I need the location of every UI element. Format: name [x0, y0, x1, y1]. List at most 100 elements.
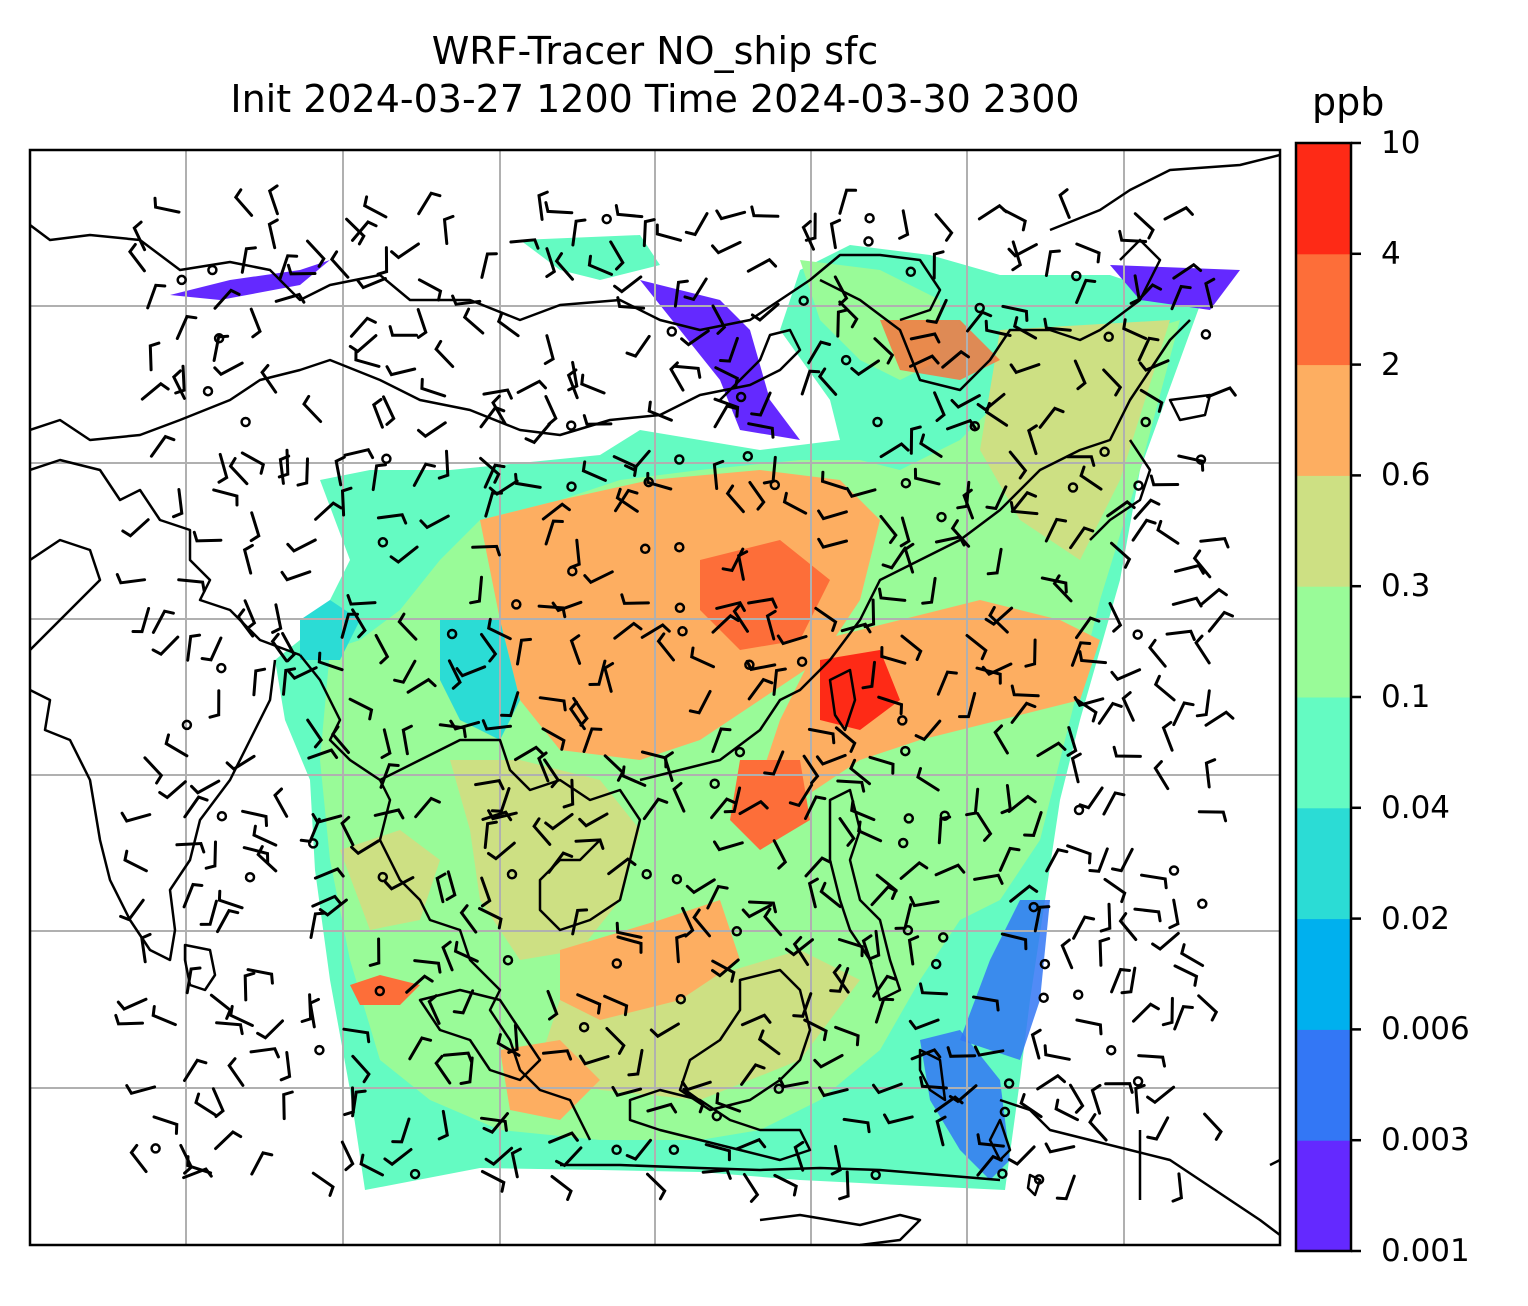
- wind-barb: [714, 366, 739, 389]
- wind-barb: [1137, 1054, 1166, 1068]
- wind-barb: [114, 1013, 144, 1026]
- wind-barb: [802, 754, 820, 785]
- wind-barb: [356, 277, 387, 290]
- wind-barb: [1072, 915, 1096, 940]
- wind-barb: [883, 1113, 914, 1125]
- wind-barb: [646, 471, 673, 491]
- wind-barb: [412, 462, 436, 487]
- wind-barb: [116, 997, 148, 1011]
- wind-barb: [449, 719, 481, 731]
- wind-barb: [909, 354, 940, 368]
- wind-barb: [516, 637, 532, 666]
- wind-barb: [925, 298, 948, 324]
- colorbar-tick-label: 0.6: [1381, 457, 1431, 494]
- wind-barb: [256, 845, 278, 873]
- wind-barb: [538, 696, 567, 712]
- wind-barb: [554, 252, 574, 281]
- wind-barb: [1161, 996, 1174, 1027]
- wind-barb: [413, 959, 442, 974]
- wind-barb: [183, 1058, 208, 1082]
- wind-barb: [1207, 610, 1234, 633]
- wind-barb: [351, 220, 378, 242]
- wind-barb: [1009, 501, 1039, 516]
- wind-barb: [1088, 847, 1109, 873]
- calm-wind-circle: [674, 541, 685, 553]
- wind-barb: [908, 1018, 940, 1031]
- wind-barb: [1058, 188, 1071, 219]
- wind-barb: [204, 840, 217, 870]
- wind-barb: [153, 196, 181, 214]
- calm-wind-circle: [671, 873, 683, 885]
- wind-barb: [532, 817, 552, 846]
- wind-barb: [782, 491, 808, 515]
- wind-barb: [704, 1143, 731, 1162]
- wind-barb: [829, 218, 842, 250]
- wind-barb: [1139, 388, 1164, 413]
- wind-barb: [379, 763, 400, 789]
- wind-barb: [286, 538, 317, 553]
- wind-barb: [1038, 406, 1065, 429]
- wind-barb: [1075, 278, 1097, 304]
- wind-barb: [1078, 786, 1104, 810]
- wind-barb: [934, 863, 966, 877]
- wind-barb: [317, 651, 344, 672]
- wind-barb: [1103, 877, 1127, 904]
- wind-barb: [250, 1151, 274, 1176]
- wind-barb: [685, 878, 716, 895]
- calm-wind-circle: [674, 454, 685, 465]
- wind-barb: [872, 1082, 903, 1095]
- wind-barb: [690, 646, 715, 669]
- wind-barb: [1043, 317, 1072, 332]
- wind-barb: [701, 1168, 732, 1180]
- calm-wind-circle: [1039, 958, 1051, 970]
- wind-barbs: [114, 184, 1237, 1203]
- wind-barb: [551, 600, 583, 613]
- wind-barb: [713, 404, 738, 429]
- wind-barb: [1027, 424, 1038, 456]
- wind-barb: [1204, 277, 1216, 309]
- wind-barb: [962, 488, 974, 520]
- wind-barb: [382, 395, 396, 426]
- wind-barb: [581, 460, 607, 482]
- wind-barb: [1052, 574, 1073, 603]
- wind-barb: [309, 911, 326, 939]
- wind-barb: [282, 1090, 294, 1121]
- calm-wind-circle: [374, 985, 386, 997]
- wind-barb: [673, 279, 689, 308]
- wind-barb: [183, 795, 209, 819]
- wind-barb: [1161, 720, 1174, 752]
- wind-barb: [804, 856, 832, 878]
- wind-barb: [208, 689, 221, 719]
- calm-wind-circle: [611, 958, 623, 969]
- wind-barb: [249, 1047, 280, 1059]
- wind-barb: [417, 421, 447, 439]
- wind-barb: [1102, 368, 1123, 397]
- wind-barb: [453, 940, 479, 963]
- wind-barb: [615, 921, 643, 939]
- wind-barb: [481, 719, 512, 731]
- wind-barb: [483, 820, 498, 849]
- wind-barb: [1036, 741, 1067, 758]
- wind-barb: [1173, 1004, 1194, 1031]
- calm-wind-circle: [742, 450, 754, 462]
- wind-barb: [209, 993, 233, 1020]
- wind-barb: [509, 238, 540, 250]
- wind-barb: [711, 240, 742, 255]
- wind-barb: [537, 751, 550, 783]
- wind-barb: [417, 278, 443, 302]
- wind-barb: [229, 1004, 254, 1027]
- concentration-field: [170, 235, 1240, 1190]
- wind-barb: [541, 502, 571, 521]
- wind-barb: [613, 621, 643, 640]
- wind-barb: [496, 1033, 521, 1057]
- wind-barb: [376, 513, 408, 525]
- wind-barb: [282, 667, 297, 696]
- wind-barb: [1110, 541, 1132, 569]
- wind-barb: [1078, 650, 1107, 665]
- wind-barb: [302, 394, 323, 423]
- wind-barb: [311, 894, 342, 908]
- wind-barb: [881, 546, 907, 570]
- wind-barb: [723, 786, 742, 814]
- wind-barb: [725, 484, 745, 514]
- wind-barb: [613, 275, 643, 294]
